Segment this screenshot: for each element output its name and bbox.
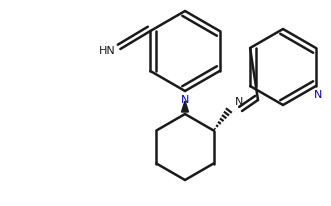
Polygon shape	[181, 102, 188, 112]
Text: N: N	[314, 90, 322, 99]
Text: N: N	[235, 97, 243, 107]
Text: HN: HN	[99, 46, 116, 56]
Text: N: N	[181, 95, 189, 104]
